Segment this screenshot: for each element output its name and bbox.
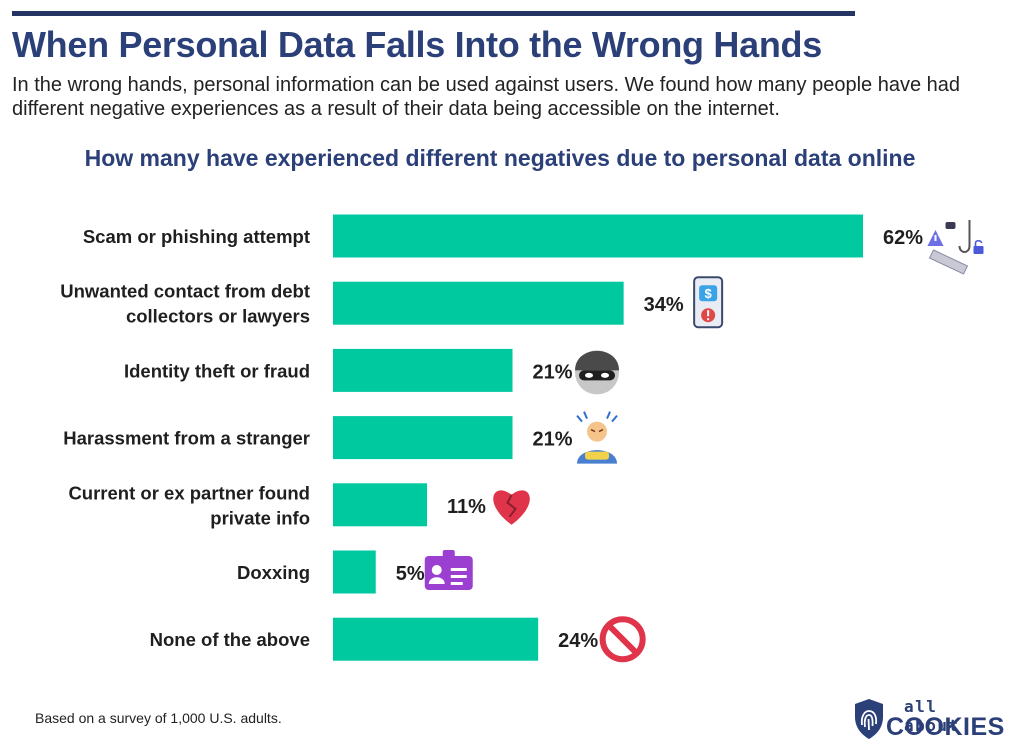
value-label: 62% [883,227,923,249]
top-rule [12,11,855,16]
value-label: 5% [396,563,425,585]
bar [333,348,513,392]
survey-footnote: Based on a survey of 1,000 U.S. adults. [35,710,282,726]
logo-text-top: all about [904,697,960,735]
value-label: 34% [644,294,684,316]
category-label: Current or ex partner found [68,482,310,503]
value-label: 24% [558,630,598,652]
category-label: Unwanted contact from debt [60,281,310,302]
category-label: collectors or lawyers [126,306,310,327]
bar [333,281,624,325]
bar [333,617,539,661]
all-about-cookies-logo: all about COOKIES [852,697,1004,743]
value-label: 21% [533,429,573,451]
category-label: Harassment from a stranger [63,428,310,449]
category-label: Doxxing [237,562,310,583]
phishing-hook-icon [927,220,984,275]
logo-text-bottom: COOKIES [886,713,1005,741]
bar [333,483,428,527]
category-label: private info [210,507,310,528]
id-card-icon [424,550,473,590]
angry-person-icon [576,411,618,464]
bar [333,214,863,258]
category-label: Identity theft or fraud [124,360,310,381]
category-label: None of the above [150,629,310,650]
prohibited-icon [599,616,646,663]
chart-title: How many have experienced different nega… [84,145,916,171]
broken-heart-icon [493,490,530,525]
shield-fingerprint-icon [855,699,883,739]
page-title: When Personal Data Falls Into the Wrong … [12,24,822,65]
page-subtitle: In the wrong hands, personal information… [12,74,961,120]
masked-thief-icon [575,350,620,395]
value-label: 11% [447,496,486,518]
value-label: 21% [533,361,573,383]
category-label: Scam or phishing attempt [83,226,310,247]
bar [333,416,513,460]
svg-text:$: $ [705,286,713,301]
bar [333,550,376,594]
debt-phone-icon: $ [693,276,724,329]
